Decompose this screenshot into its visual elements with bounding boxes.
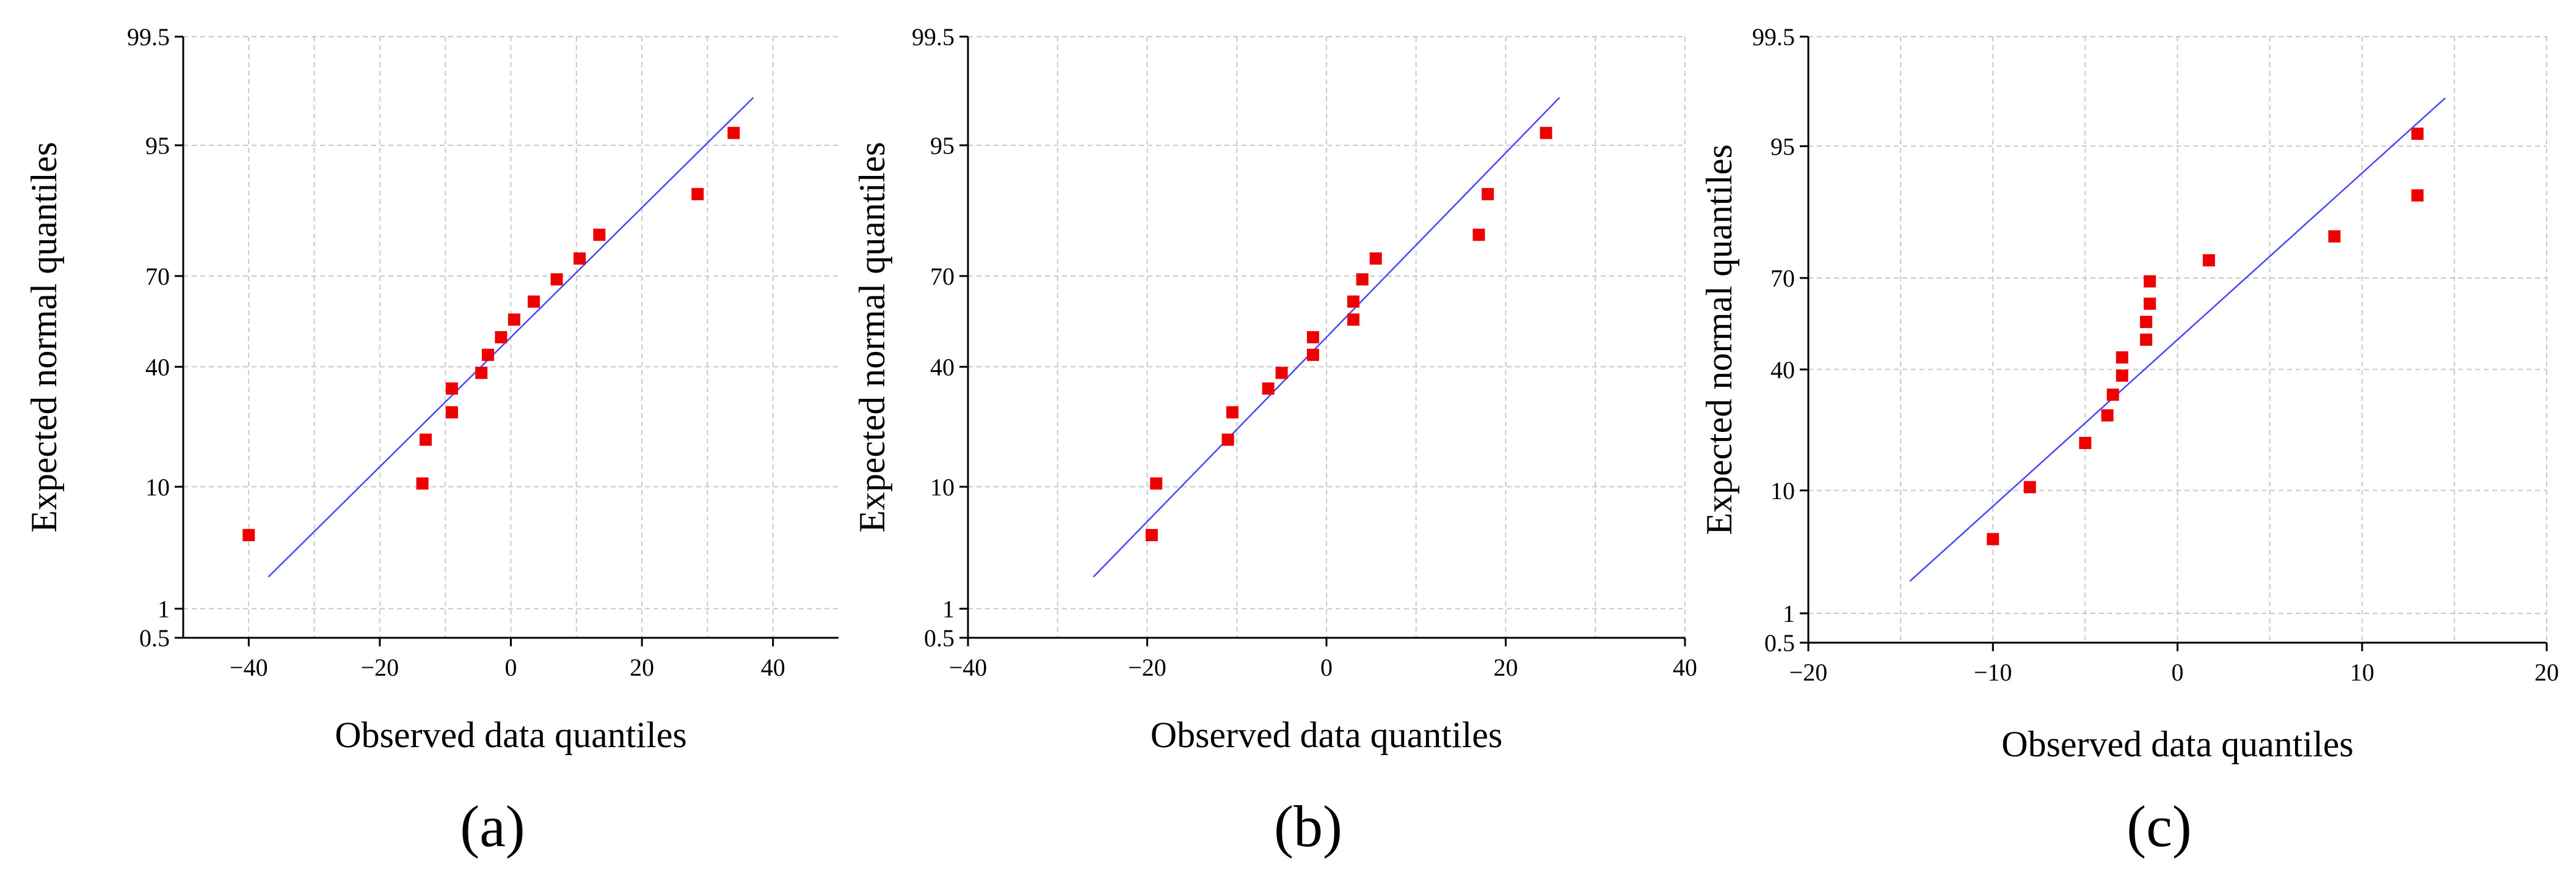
y-axis-title: Expected normal quantiles [852, 142, 892, 533]
x-axis-title: Observed data quantiles [335, 715, 686, 755]
x-tick-label: 20 [2534, 659, 2559, 686]
data-point [1221, 433, 1234, 446]
y-axis-title: Expected normal quantiles [24, 142, 64, 533]
data-point [2411, 127, 2424, 140]
x-axis-title: Observed data quantiles [1151, 715, 1502, 755]
data-point [1472, 228, 1485, 241]
x-tick-label: 40 [1673, 654, 1697, 681]
data-point [1226, 406, 1239, 418]
y-axis-title: Expected normal quantiles [1699, 144, 1739, 535]
chart-panel-b: −40 −20 0 20 40 0.51 10 40 70 95 99.5 Observed data… [852, 23, 1697, 859]
data-point [2140, 334, 2153, 346]
chart-panel-a: −40 −20 0 20 40 0.51 10 40 70 95 99.5 Observed data… [24, 23, 839, 859]
panel-caption: (a) [460, 794, 525, 859]
y-tick-label: 70 [930, 263, 955, 290]
data-point [1482, 188, 1494, 200]
x-tick-label: 40 [761, 654, 785, 681]
y-tick-label: 1 [158, 595, 170, 623]
data-point [420, 433, 432, 446]
data-point [508, 313, 520, 326]
data-point [1540, 126, 1552, 139]
data-point [727, 126, 740, 139]
data-point [1347, 295, 1360, 308]
y-tick-label: 0.5 [139, 624, 170, 652]
x-tick-label: −20 [1128, 654, 1166, 681]
data-point [2079, 437, 2092, 450]
x-tick-label: 20 [630, 654, 654, 681]
data-point [2328, 230, 2341, 243]
x-tick-label: −20 [1789, 659, 1828, 686]
data-point [475, 367, 488, 379]
data-point [1145, 528, 1158, 541]
y-tick-label: 0.5 [1764, 629, 1795, 657]
data-point [495, 331, 508, 343]
chart-panel-c: −20 −10 0 10 20 0.51 10 40 70 95 99.5 Observed data… [1699, 23, 2559, 859]
data-point [550, 273, 563, 286]
data-point [528, 295, 540, 308]
y-tick-label: 95 [1770, 133, 1795, 160]
data-point [2144, 275, 2156, 288]
x-tick-label: 10 [2350, 659, 2374, 686]
y-tick-label: 99.5 [912, 23, 955, 51]
y-tick-label: 10 [930, 473, 955, 501]
y-tick-label: 95 [145, 132, 170, 159]
data-point [2106, 389, 2119, 401]
data-point [1987, 533, 1999, 546]
x-tick-label: −40 [949, 654, 988, 681]
x-tick-label: 0 [505, 654, 517, 681]
data-point [2144, 298, 2156, 310]
data-point [1306, 331, 1319, 343]
data-point [2023, 481, 2036, 494]
data-point [1306, 348, 1319, 361]
x-axis-title: Observed data quantiles [2001, 724, 2353, 764]
data-point [2140, 315, 2153, 328]
data-point [1150, 477, 1163, 490]
x-tick-label: −40 [230, 654, 268, 681]
y-tick-label: 70 [145, 263, 170, 290]
data-point [573, 252, 586, 265]
data-point [691, 188, 704, 200]
y-tick-label: 1 [1783, 600, 1795, 627]
y-tick-label: 0.5 [924, 624, 955, 652]
y-tick-label: 99.5 [127, 23, 170, 51]
x-tick-label: −20 [361, 654, 399, 681]
data-point [1347, 313, 1360, 326]
data-point [2202, 254, 2215, 267]
reference-fit-line [267, 97, 754, 578]
x-tick-label: −10 [1974, 659, 2012, 686]
data-point [242, 528, 255, 541]
data-point [2101, 409, 2114, 422]
data-point [481, 348, 494, 361]
data-point [416, 477, 429, 490]
x-tick-label: 0 [1320, 654, 1333, 681]
y-tick-label: 1 [942, 595, 955, 623]
data-point [1369, 252, 1382, 265]
y-tick-label: 10 [145, 473, 170, 501]
reference-fit-line [1093, 97, 1560, 578]
data-point [1262, 382, 1275, 395]
y-tick-label: 40 [930, 353, 955, 381]
reference-fit-line [1909, 97, 2446, 582]
data-point [593, 228, 606, 241]
data-point [1275, 367, 1288, 379]
y-tick-label: 95 [930, 132, 955, 159]
panel-caption: (b) [1274, 794, 1342, 859]
y-tick-label: 40 [1770, 356, 1795, 384]
y-tick-label: 40 [145, 353, 170, 381]
data-point [2411, 189, 2424, 202]
y-tick-label: 70 [1770, 265, 1795, 292]
data-point [2116, 351, 2128, 364]
y-tick-label: 10 [1770, 477, 1795, 505]
data-point [2116, 369, 2128, 382]
x-tick-label: 0 [2172, 659, 2184, 686]
data-point [1356, 273, 1369, 286]
panel-caption: (c) [2127, 794, 2192, 859]
data-point [445, 406, 458, 418]
data-point [445, 382, 458, 395]
x-tick-label: 20 [1494, 654, 1518, 681]
y-tick-label: 99.5 [1752, 23, 1795, 51]
